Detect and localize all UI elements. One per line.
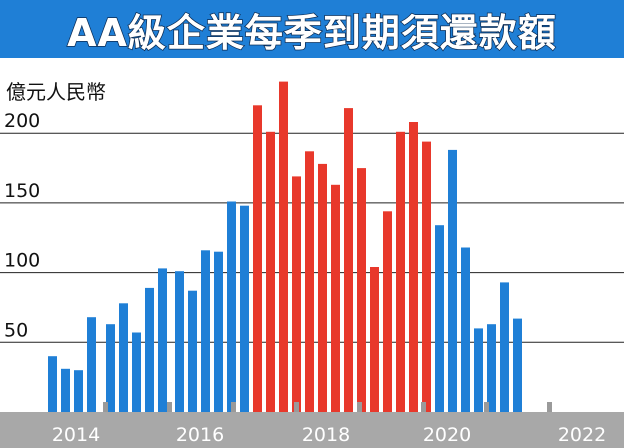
x-tick-label: 2018 — [302, 424, 350, 446]
x-tick-label: 2014 — [52, 424, 100, 446]
bar — [175, 271, 184, 412]
bar — [48, 356, 57, 412]
bar — [487, 324, 496, 412]
y-tick-label: 150 — [4, 180, 40, 202]
year-marker — [103, 402, 108, 412]
bar — [383, 211, 392, 412]
bar — [240, 205, 249, 412]
bar — [422, 141, 431, 412]
x-tick-label: 2022 — [558, 424, 606, 446]
bar — [305, 151, 314, 413]
bar — [106, 324, 115, 412]
bar — [500, 282, 509, 412]
title-bar: AA級企業每季到期須還款額 — [0, 0, 624, 58]
bar — [396, 131, 405, 413]
bar — [409, 122, 418, 412]
bar — [461, 247, 470, 412]
bar — [474, 328, 483, 412]
bar — [74, 370, 83, 412]
bar — [318, 163, 327, 412]
bar — [227, 201, 236, 412]
bar — [158, 268, 167, 412]
bar — [119, 303, 128, 412]
bar — [370, 267, 379, 412]
bar — [214, 251, 223, 412]
y-tick-label: 50 — [4, 319, 28, 341]
bar — [513, 318, 522, 412]
year-marker — [357, 402, 362, 412]
bar — [279, 81, 288, 412]
year-marker — [421, 402, 426, 412]
bar — [87, 317, 96, 412]
bar — [448, 149, 457, 412]
year-marker — [167, 402, 172, 412]
bar — [61, 368, 70, 412]
bar — [145, 287, 154, 412]
bar — [292, 176, 301, 412]
x-axis-band — [0, 412, 624, 448]
bar — [201, 250, 210, 412]
bar — [357, 168, 366, 412]
year-marker — [294, 402, 299, 412]
x-tick-label: 2020 — [423, 424, 471, 446]
bar — [435, 225, 444, 412]
bar — [132, 332, 141, 412]
x-tick-label: 2016 — [176, 424, 224, 446]
bar — [253, 105, 262, 413]
bar — [344, 108, 353, 412]
year-marker — [547, 402, 552, 412]
year-marker — [231, 402, 236, 412]
chart-title: AA級企業每季到期須還款額 — [66, 10, 557, 56]
bar — [266, 131, 275, 413]
y-tick-label: 100 — [4, 250, 40, 272]
unit-label: 億元人民幣 — [6, 80, 106, 104]
bar — [188, 290, 197, 412]
year-marker — [484, 402, 489, 412]
y-tick-label: 200 — [4, 110, 40, 132]
bar — [331, 184, 340, 412]
